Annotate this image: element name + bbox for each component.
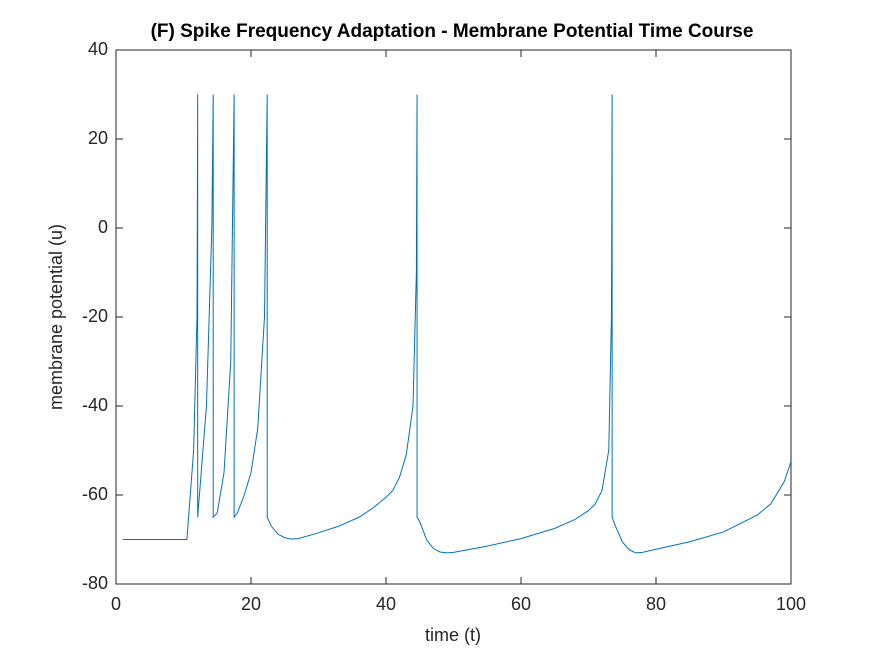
x-tick-label: 80	[646, 594, 666, 614]
x-tick-label: 40	[376, 594, 396, 614]
plot-area	[115, 49, 792, 585]
y-tick-label: -20	[82, 306, 108, 326]
x-axis-label: time (t)	[425, 625, 481, 645]
y-tick-label: 20	[88, 128, 108, 148]
y-axis-label: membrane potential (u)	[46, 224, 66, 410]
y-tick-label: -40	[82, 395, 108, 415]
chart-title: (F) Spike Frequency Adaptation - Membran…	[151, 21, 754, 42]
data-line	[122, 94, 792, 554]
y-tick-label: 0	[98, 217, 108, 237]
y-tick-label: 40	[88, 39, 108, 59]
y-tick-label: -80	[82, 573, 108, 593]
x-tick-label: 60	[511, 594, 531, 614]
x-tick-label: 0	[111, 594, 121, 614]
y-tick-label: -60	[82, 484, 108, 504]
x-tick-label: 100	[776, 594, 806, 614]
x-tick-label: 20	[241, 594, 261, 614]
